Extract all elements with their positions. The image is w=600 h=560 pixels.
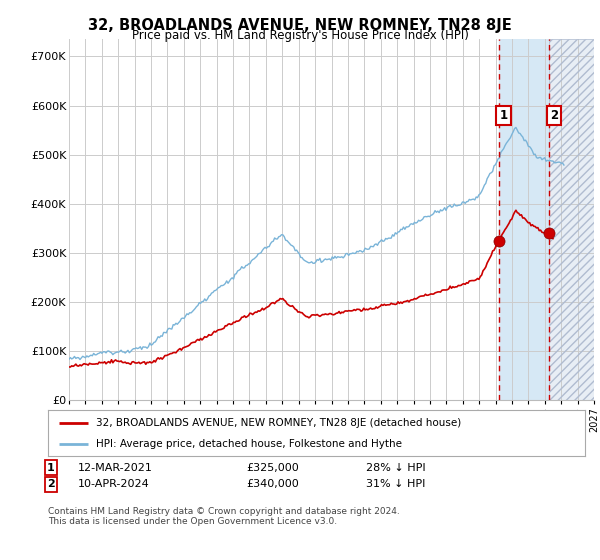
Text: 31% ↓ HPI: 31% ↓ HPI bbox=[366, 479, 425, 489]
Text: £340,000: £340,000 bbox=[246, 479, 299, 489]
Bar bbox=[499, 39, 549, 400]
Text: 32, BROADLANDS AVENUE, NEW ROMNEY, TN28 8JE (detached house): 32, BROADLANDS AVENUE, NEW ROMNEY, TN28 … bbox=[97, 418, 461, 428]
Text: 10-APR-2024: 10-APR-2024 bbox=[78, 479, 150, 489]
Bar bbox=[549, 39, 594, 400]
Text: Price paid vs. HM Land Registry's House Price Index (HPI): Price paid vs. HM Land Registry's House … bbox=[131, 29, 469, 42]
Text: Contains HM Land Registry data © Crown copyright and database right 2024.
This d: Contains HM Land Registry data © Crown c… bbox=[48, 507, 400, 526]
Text: 1: 1 bbox=[499, 109, 508, 122]
Text: 1: 1 bbox=[47, 463, 55, 473]
Text: HPI: Average price, detached house, Folkestone and Hythe: HPI: Average price, detached house, Folk… bbox=[97, 439, 403, 449]
Text: 12-MAR-2021: 12-MAR-2021 bbox=[78, 463, 153, 473]
Text: 32, BROADLANDS AVENUE, NEW ROMNEY, TN28 8JE: 32, BROADLANDS AVENUE, NEW ROMNEY, TN28 … bbox=[88, 18, 512, 33]
Bar bbox=[549, 39, 594, 400]
Text: 2: 2 bbox=[47, 479, 55, 489]
Text: £325,000: £325,000 bbox=[246, 463, 299, 473]
Text: 2: 2 bbox=[550, 109, 558, 122]
Text: 28% ↓ HPI: 28% ↓ HPI bbox=[366, 463, 425, 473]
